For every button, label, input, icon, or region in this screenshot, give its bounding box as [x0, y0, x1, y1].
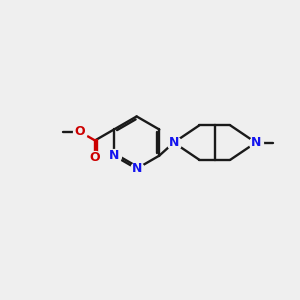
Text: N: N: [250, 136, 261, 149]
Text: O: O: [74, 125, 85, 138]
Text: O: O: [90, 151, 100, 164]
Text: N: N: [169, 136, 179, 149]
Text: N: N: [109, 149, 119, 162]
Text: N: N: [131, 162, 142, 175]
